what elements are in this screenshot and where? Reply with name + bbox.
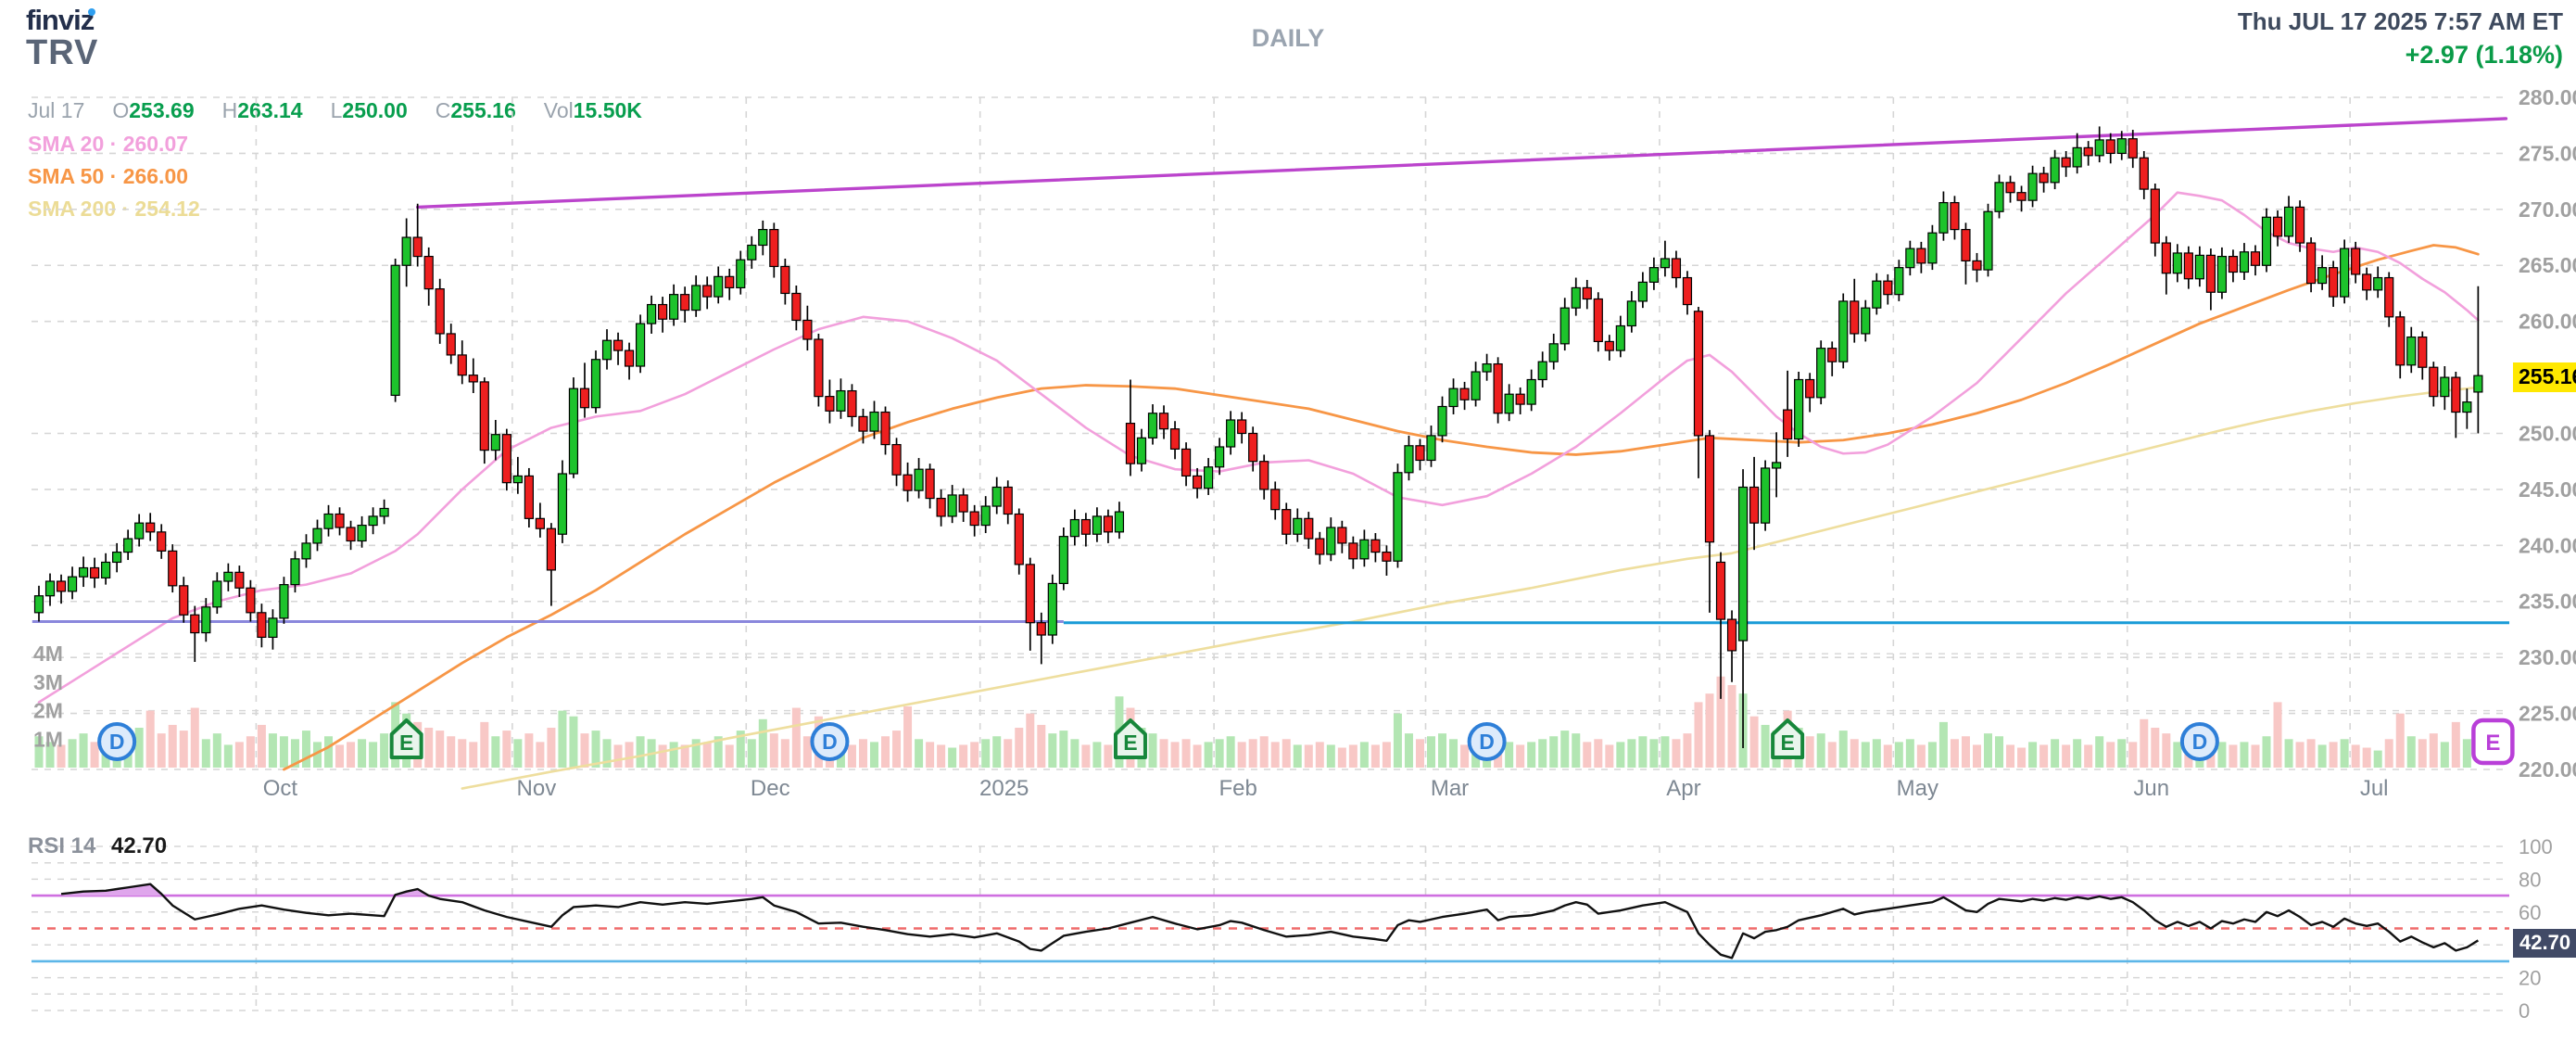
rsi-pane	[32, 845, 2509, 1011]
timeframe-label: DAILY	[1251, 24, 1325, 52]
svg-text:E: E	[399, 731, 413, 755]
rsi-title: RSI 14	[28, 833, 96, 858]
svg-text:E: E	[1123, 731, 1137, 755]
sma20-legend: SMA 20 · 260.07	[28, 132, 189, 156]
month-label: 2025	[979, 776, 1029, 801]
month-label: Nov	[517, 776, 557, 801]
quote-open: O253.69	[112, 98, 195, 122]
price-tick: 220.00	[2519, 757, 2576, 782]
rsi-line	[60, 883, 2480, 959]
quote-date: Jul 17	[28, 98, 85, 122]
svg-text:D: D	[1479, 730, 1495, 754]
month-label: Feb	[1219, 776, 1256, 801]
svg-text:D: D	[2192, 730, 2208, 754]
gridlines	[32, 96, 2509, 1010]
dividend-badge	[97, 722, 137, 761]
rsi-tick: 0	[2519, 999, 2530, 1023]
axis-labels: 280.00 275.00 270.00 265.00 260.00 250.00 245.…	[33, 85, 2576, 1023]
earnings-badge	[389, 718, 423, 759]
rsi-tick: 60	[2519, 901, 2541, 924]
price-change-label: +2.97 (1.18%)	[2405, 41, 2563, 69]
earnings-upcoming-badge	[2471, 718, 2515, 766]
volume-tick: 3M	[33, 670, 63, 694]
price-tick: 235.00	[2519, 590, 2576, 614]
month-label: Apr	[1666, 776, 1700, 801]
event-badges: D D D DE E E E	[97, 718, 2515, 766]
quote-low: L250.00	[330, 98, 408, 122]
price-tick: 250.00	[2519, 421, 2576, 445]
volume-tick: 4M	[33, 642, 63, 666]
month-label: Dec	[751, 776, 790, 801]
month-label: Jul	[2360, 776, 2389, 801]
price-tick: 280.00	[2519, 85, 2576, 109]
datetime-label: Thu JUL 17 2025 7:57 AM ET	[2237, 7, 2563, 35]
price-tick: 245.00	[2519, 477, 2576, 502]
ohlc-quote-row: Jul 17 O253.69 H263.14 L250.00 C255.16 V…	[28, 98, 642, 123]
sma200-legend: SMA 200 · 254.12	[28, 197, 200, 221]
month-label: Jun	[2133, 776, 2169, 801]
rsi-value-label: 42.70	[111, 833, 168, 858]
price-tick: 265.00	[2519, 253, 2576, 277]
finviz-logo[interactable]: finviz	[26, 4, 95, 36]
dividend-badge	[810, 722, 850, 761]
logo-dot-icon	[88, 8, 95, 16]
quote-close: C255.16	[435, 98, 516, 122]
volume-tick: 1M	[33, 727, 63, 751]
candlesticks	[33, 126, 2483, 749]
volume-tick: 2M	[33, 699, 63, 723]
price-tick: 275.00	[2519, 141, 2576, 165]
svg-text:E: E	[2485, 731, 2500, 756]
month-label: Mar	[1431, 776, 1469, 801]
month-label: Oct	[263, 776, 298, 801]
svg-text:E: E	[1780, 731, 1794, 755]
last-price-badge: 255.16	[2513, 362, 2576, 392]
quote-high: H263.14	[221, 98, 303, 122]
earnings-badge	[1113, 718, 1147, 759]
rsi-badge: 42.70	[2513, 929, 2576, 958]
rsi-tick: 80	[2519, 868, 2541, 891]
svg-text:D: D	[822, 730, 838, 754]
price-tick: 260.00	[2519, 310, 2576, 334]
svg-text:D: D	[109, 730, 125, 754]
price-tick: 240.00	[2519, 533, 2576, 557]
dividend-badge	[1467, 722, 1507, 761]
quote-volume: Vol15.50K	[543, 98, 642, 122]
rsi-tick: 100	[2519, 835, 2553, 858]
dividend-badge	[2179, 722, 2219, 761]
price-tick: 270.00	[2519, 197, 2576, 222]
month-label: May	[1897, 776, 1938, 801]
sma50-legend: SMA 50 · 266.00	[28, 164, 189, 188]
price-tick: 225.00	[2519, 702, 2576, 726]
ticker-symbol: TRV	[26, 33, 99, 72]
resistance-trendline	[415, 117, 2508, 210]
rsi-tick: 20	[2519, 967, 2541, 990]
earnings-badge	[1771, 718, 1805, 759]
price-tick: 230.00	[2519, 645, 2576, 669]
